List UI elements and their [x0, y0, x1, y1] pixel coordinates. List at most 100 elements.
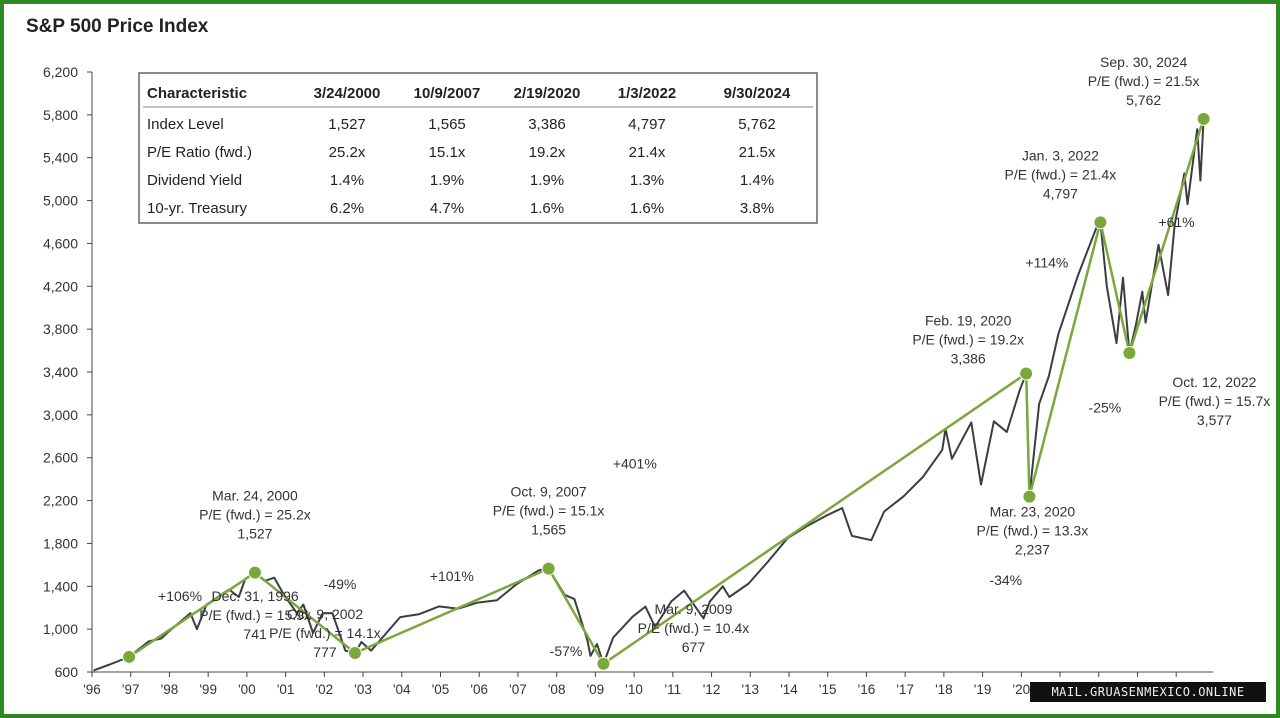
- point-annotation: P/E (fwd.) = 15.7x: [1159, 393, 1271, 409]
- point-annotation: Dec. 31, 1996: [212, 588, 299, 604]
- table-cell: 3.8%: [740, 200, 774, 217]
- table-cell: 4.7%: [430, 200, 464, 217]
- point-annotation: P/E (fwd.) = 21.5x: [1088, 73, 1200, 89]
- y-tick-label: 600: [55, 664, 79, 680]
- point-annotation: Sep. 30, 2024: [1100, 54, 1187, 70]
- table-header-cell: 2/19/2020: [514, 85, 581, 102]
- table-cell: 21.4x: [629, 144, 666, 161]
- watermark: MAIL.GRUASENMEXICO.ONLINE: [1030, 682, 1266, 702]
- x-tick-label: '10: [625, 682, 643, 697]
- point-annotation: 3,386: [951, 351, 986, 367]
- point-annotation: 1,527: [237, 526, 272, 542]
- y-tick-label: 5,800: [43, 107, 78, 123]
- trend-point-marker: [1196, 111, 1211, 126]
- point-annotation: 2,237: [1015, 542, 1050, 558]
- x-tick-label: '08: [548, 682, 566, 697]
- y-tick-label: 3,800: [43, 321, 78, 337]
- table-cell: 1,527: [328, 116, 366, 133]
- table-cell: Index Level: [147, 116, 224, 133]
- y-tick-label: 5,400: [43, 150, 78, 166]
- x-tick-label: '03: [354, 682, 372, 697]
- point-annotation: 741: [243, 626, 267, 642]
- y-tick-label: 3,000: [43, 407, 78, 423]
- point-annotation: Oct. 9, 2002: [287, 606, 363, 622]
- table-header-cell: Characteristic: [147, 85, 247, 102]
- table-header-cell: 1/3/2022: [618, 85, 676, 102]
- table-cell: 3,386: [528, 116, 566, 133]
- table-cell: 1.4%: [740, 172, 774, 189]
- point-annotation: Feb. 19, 2020: [925, 313, 1012, 329]
- table-cell: Dividend Yield: [147, 172, 242, 189]
- y-tick-label: 2,600: [43, 450, 78, 466]
- trend-line: [128, 118, 1205, 666]
- trend-point-marker: [247, 565, 262, 580]
- table-cell: 5,762: [738, 116, 776, 133]
- point-annotation: P/E (fwd.) = 25.2x: [199, 507, 311, 523]
- y-tick-label: 2,200: [43, 493, 78, 509]
- table-cell: 1.6%: [630, 200, 664, 217]
- point-annotation: P/E (fwd.) = 19.2x: [912, 332, 1024, 348]
- table-cell: 1.9%: [430, 172, 464, 189]
- x-tick-label: '02: [316, 682, 334, 697]
- x-tick-label: '00: [238, 682, 256, 697]
- y-tick-label: 5,000: [43, 193, 78, 209]
- x-tick-label: '97: [122, 682, 140, 697]
- point-annotation: P/E (fwd.) = 10.4x: [638, 620, 750, 636]
- point-annotation: P/E (fwd.) = 15.1x: [493, 503, 605, 519]
- point-annotation: Mar. 24, 2000: [212, 488, 298, 504]
- point-annotation: 1,565: [531, 522, 566, 538]
- trend-point-marker: [1022, 489, 1037, 504]
- point-annotation: Jan. 3, 2022: [1022, 147, 1099, 163]
- table-cell: 6.2%: [330, 200, 364, 217]
- point-annotation: P/E (fwd.) = 13.3x: [977, 523, 1089, 539]
- x-tick-label: '06: [470, 682, 488, 697]
- x-tick-label: '09: [587, 682, 605, 697]
- x-tick-label: '07: [509, 682, 527, 697]
- change-label: -49%: [324, 576, 357, 592]
- y-tick-label: 1,400: [43, 578, 78, 594]
- x-tick-label: '04: [393, 682, 411, 697]
- x-tick-label: '16: [858, 682, 876, 697]
- table-cell: 1.9%: [530, 172, 564, 189]
- point-annotation: Mar. 23, 2020: [990, 504, 1076, 520]
- table-header-cell: 9/30/2024: [724, 85, 791, 102]
- trend-point-marker: [1019, 366, 1034, 381]
- x-tick-label: '19: [974, 682, 992, 697]
- change-label: -34%: [989, 572, 1022, 588]
- change-label: -57%: [550, 643, 583, 659]
- x-tick-label: '18: [935, 682, 953, 697]
- table-cell: 4,797: [628, 116, 666, 133]
- change-label: +61%: [1158, 214, 1194, 230]
- change-label: +106%: [158, 588, 202, 604]
- table-cell: 10-yr. Treasury: [147, 200, 248, 217]
- trend-point-marker: [122, 649, 137, 664]
- characteristics-table: [138, 72, 818, 224]
- table-cell: 21.5x: [739, 144, 776, 161]
- trend-point-marker: [1093, 215, 1108, 230]
- table-cell: 1.6%: [530, 200, 564, 217]
- point-annotation: 5,762: [1126, 92, 1161, 108]
- point-annotation: P/E (fwd.) = 15.9x: [199, 607, 311, 623]
- trend-point-marker: [1122, 346, 1137, 361]
- point-annotation: P/E (fwd.) = 14.1x: [269, 625, 381, 641]
- trend-point-marker: [596, 656, 611, 671]
- x-tick-label: '12: [703, 682, 721, 697]
- y-tick-label: 1,800: [43, 535, 78, 551]
- point-annotation: Oct. 12, 2022: [1172, 374, 1256, 390]
- y-tick-label: 6,200: [43, 64, 78, 80]
- x-tick-label: '96: [83, 682, 101, 697]
- x-tick-label: '11: [665, 682, 682, 697]
- point-annotation: 3,577: [1197, 412, 1232, 428]
- point-annotation: Oct. 9, 2007: [510, 484, 586, 500]
- x-tick-label: '15: [819, 682, 837, 697]
- y-tick-label: 3,400: [43, 364, 78, 380]
- y-tick-label: 4,600: [43, 235, 78, 251]
- x-tick-label: '17: [896, 682, 914, 697]
- x-tick-label: '01: [277, 682, 295, 697]
- x-tick-label: '99: [199, 682, 217, 697]
- table-cell: 1.3%: [630, 172, 664, 189]
- chart-title: S&P 500 Price Index: [26, 16, 209, 37]
- y-tick-label: 1,000: [43, 621, 78, 637]
- table-header-cell: 10/9/2007: [414, 85, 481, 102]
- table-cell: 19.2x: [529, 144, 566, 161]
